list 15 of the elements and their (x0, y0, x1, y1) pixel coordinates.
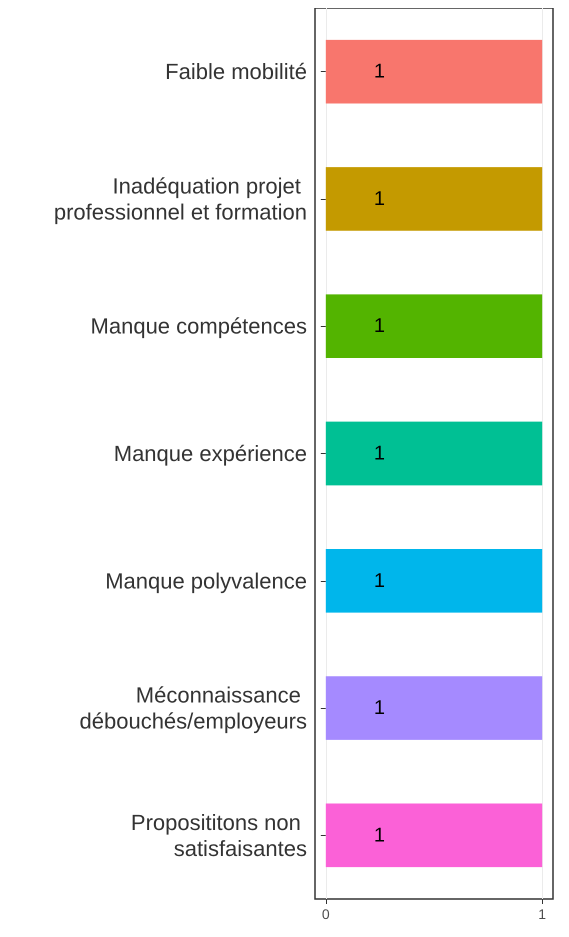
data-label: 1 (374, 315, 385, 338)
data-label: 1 (374, 60, 385, 83)
y-tick-label: Manque compétences (90, 314, 307, 339)
data-label: 1 (374, 824, 385, 846)
y-tick-label: Manque polyvalence (105, 568, 307, 594)
x-tick-label: 0 (322, 906, 330, 922)
y-tick-label: Inadéquation projet professionnel et formation (54, 173, 307, 224)
data-label: 1 (374, 188, 385, 210)
y-tick-label: Manque expérience (114, 441, 307, 466)
data-label: 1 (374, 442, 385, 464)
data-label: 1 (374, 697, 385, 720)
y-tick-label: Proposititons non satisfaisantes (130, 810, 307, 861)
y-tick-label: Faible mobilité (165, 59, 307, 84)
y-tick-label: Méconnaissance débouchés/employeurs (80, 682, 307, 734)
data-label: 1 (374, 570, 385, 592)
